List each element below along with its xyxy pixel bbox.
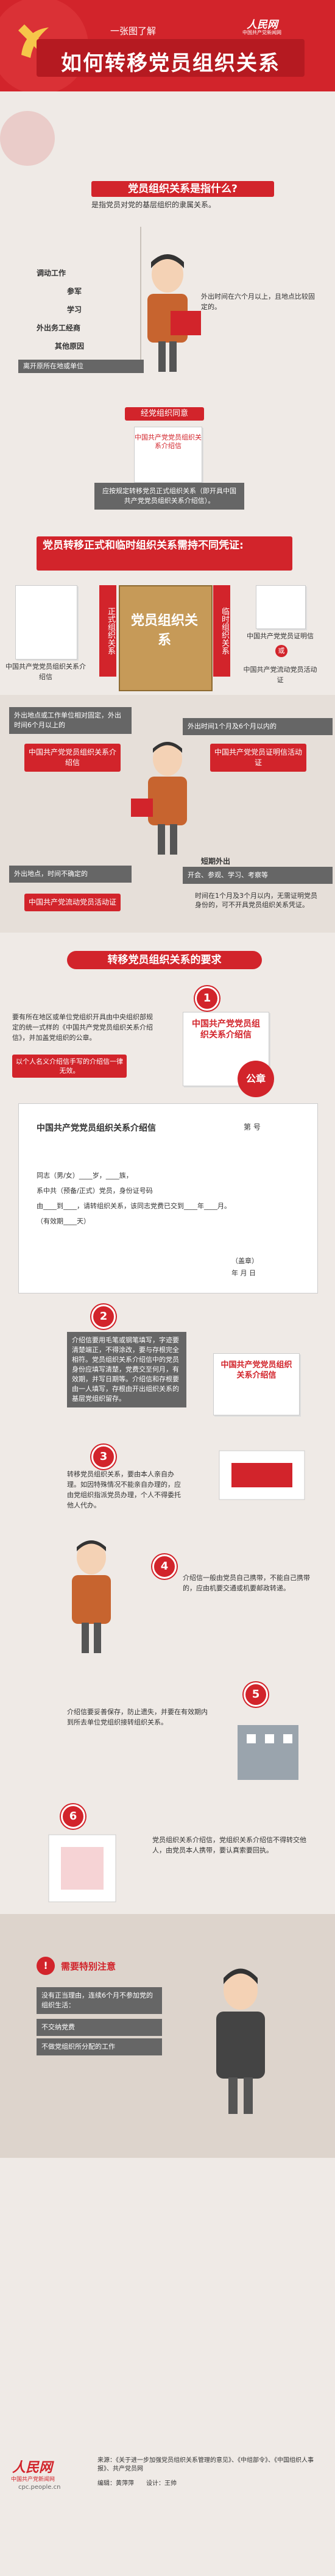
warning-item-3: 不做党组织所分配的工作	[37, 2038, 162, 2055]
form-line-3: 由____到____，请转组织关系，该同志党费已交到____年____月。	[37, 1202, 231, 1210]
envelope-label: 党员组织关系	[131, 613, 199, 648]
warning-item-2: 不交纳党费	[37, 2019, 162, 2036]
left-tag: 正式组织关系	[99, 585, 116, 677]
divider-line	[140, 227, 141, 367]
step-4-number: 4	[152, 1554, 177, 1579]
building-icon	[238, 1725, 298, 1780]
step-1-text: 要有所在地区或单位党组织开具由中央组织部规定的统一式样的《中国共产党党员组织关系…	[12, 1013, 153, 1042]
envelope-folder	[119, 585, 213, 691]
step-3-number: 3	[91, 1445, 116, 1469]
scenario-3-card: 中国共产党流动党员活动证	[24, 894, 121, 911]
left-doc-label: 中国共产党党员组织关系介绍信	[5, 663, 86, 681]
scenario-2-card: 中国共产党党员证明信活动证	[210, 744, 306, 772]
form-line-1: 同志（男/女）____岁，____族，	[37, 1172, 133, 1179]
doc-card-1-title: 中国共产党党员组织关系介绍信	[135, 433, 202, 450]
official-seal: 公章	[238, 1061, 274, 1097]
form-sign: （盖章）	[231, 1257, 258, 1265]
letter-form	[18, 1103, 318, 1293]
header-banner: 一张图了解 如何转移党员组织关系 人民网 中国共产党新闻网	[0, 0, 335, 94]
right-note: 外出时间在六个月以上，且地点比较固定的。	[201, 293, 315, 311]
thinking-person-illustration	[216, 1968, 265, 2114]
form-title: 中国共产党党员组织关系介绍信	[37, 1123, 156, 1133]
right-doc-b-label: 中国共产党流动党员活动证	[243, 666, 317, 684]
stamp-label: 经党组织同意	[125, 407, 204, 421]
form-date: 年 月 日	[231, 1269, 256, 1277]
scenario-3: 外出地点，时间不确定的	[9, 866, 132, 883]
doc-card-1: 中国共产党党员组织关系介绍信	[134, 427, 202, 483]
courier-illustration	[72, 1540, 111, 1653]
step-5-text: 介绍信要妥善保存，防止遗失，并要在有效期内到所去单位党组织接转组织关系。	[67, 1708, 208, 1726]
scenario-2: 外出时间1个月及6个月以内的	[183, 718, 333, 735]
reason-1: 调动工作	[37, 269, 66, 277]
right-doc-a-label: 中国共产党党员证明信	[247, 632, 314, 640]
warning-icon: !	[37, 1957, 55, 1975]
form-line-4: （有效期____天）	[37, 1217, 90, 1225]
page-title: 如何转移党员组织关系	[61, 51, 280, 76]
left-doc	[15, 585, 77, 660]
warning-item-1: 没有正当理由，连续6个月不参加党的组织生活：	[37, 1987, 162, 2014]
header-logo-sub: 中国共产党新闻网	[242, 30, 281, 35]
right-tag: 临时组织关系	[213, 585, 230, 677]
footer-editor: 编辑：黄萍萍 设计：王帅	[97, 2480, 177, 2487]
footer-logo: 人民网	[12, 2460, 53, 2475]
right-doc-a	[256, 585, 306, 629]
form-line-2: 系中共（预备/正式）党员，身份证号码	[37, 1187, 153, 1195]
reason-2: 参军	[67, 287, 82, 296]
step-2-doc-title: 中国共产党党员组织关系介绍信	[220, 1361, 292, 1380]
or-badge: 或	[275, 645, 287, 657]
step-1-note: 以个人名义介绍信手写的介绍信一律无效。	[12, 1055, 127, 1078]
scenario-1: 外出地点或工作单位相对固定，外出时间6个月以上的	[9, 707, 132, 734]
header-title-plate	[37, 39, 305, 77]
step-1-doc-title: 中国共产党党员组织关系介绍信	[192, 1019, 260, 1040]
footer	[0, 2450, 335, 2576]
scenario-note: 时间在1个月及3个月以内，无需证明党员身份的，可不开具党员组织关系凭证。	[195, 892, 317, 909]
header-logo: 人民网	[247, 19, 278, 31]
section-4	[0, 1914, 335, 2158]
section4-title: 需要特别注意	[61, 1961, 116, 1972]
traveler-illustration	[131, 742, 187, 855]
header-subtitle: 一张图了解	[110, 26, 157, 37]
step-2-number: 2	[91, 1304, 116, 1329]
scenario-4-title: 短期外出	[201, 857, 231, 866]
reason-4: 外出务工经商	[37, 324, 81, 332]
section1-question: 党员组织关系是指什么?	[91, 181, 274, 197]
document-stack-icon	[48, 1834, 116, 1902]
reason-5: 其他原因	[55, 342, 85, 350]
section3-title: 转移党员组织关系的要求	[67, 951, 262, 969]
step-4-text: 介绍信一般由党员自己携带，不能自己携带的，应由机要交通或机要邮政转递。	[183, 1574, 310, 1592]
step-2-doc: 中国共产党党员组织关系介绍信	[213, 1353, 300, 1415]
step-3-text: 转移党员组织关系，要由本人亲自办理。如因特殊情况不能亲自办理的，应由党组织指派党…	[67, 1470, 181, 1509]
left-note: 离开原所在地或单位	[18, 360, 144, 373]
section1-answer: 是指党员对党的基层组织的隶属关系。	[91, 201, 216, 209]
watermark-logo	[0, 111, 55, 166]
section1-conclusion: 应按规定转移党员正式组织关系（即开具中国共产党党员组织关系介绍信）。	[94, 483, 244, 510]
step-2-text: 介绍信要用毛笔或钢笔填写，字迹要清楚端正，不得涂改，要与存根完全相符。党员组织关…	[67, 1332, 186, 1407]
reason-3: 学习	[67, 305, 82, 314]
step-5-number: 5	[244, 1682, 268, 1707]
footer-logo-sub: 中国共产党新闻网	[11, 2477, 55, 2483]
person-illustration	[147, 254, 201, 372]
scenario-1-card: 中国共产党党员组织关系介绍信	[24, 744, 121, 772]
footer-url[interactable]: cpc.people.cn	[18, 2484, 61, 2491]
step-1-number: 1	[195, 986, 219, 1011]
section2-title: 党员转移正式和临时组织关系需持不同凭证:	[37, 536, 292, 571]
step-6-text: 党员组织关系介绍信，党组织关系介绍信不得转交他人，由党员本人携带，要认真索要回执…	[152, 1836, 306, 1854]
step-6-number: 6	[61, 1804, 85, 1829]
scenario-4: 开会、参观、学习、考察等	[183, 867, 333, 884]
form-number: 第 号	[244, 1123, 261, 1131]
footer-source: 来源：《关于进一步加强党员组织关系管理的意见》、《中组部令》、《中国组织人事报》…	[97, 2457, 314, 2472]
handshake-illustration	[219, 1450, 305, 1500]
